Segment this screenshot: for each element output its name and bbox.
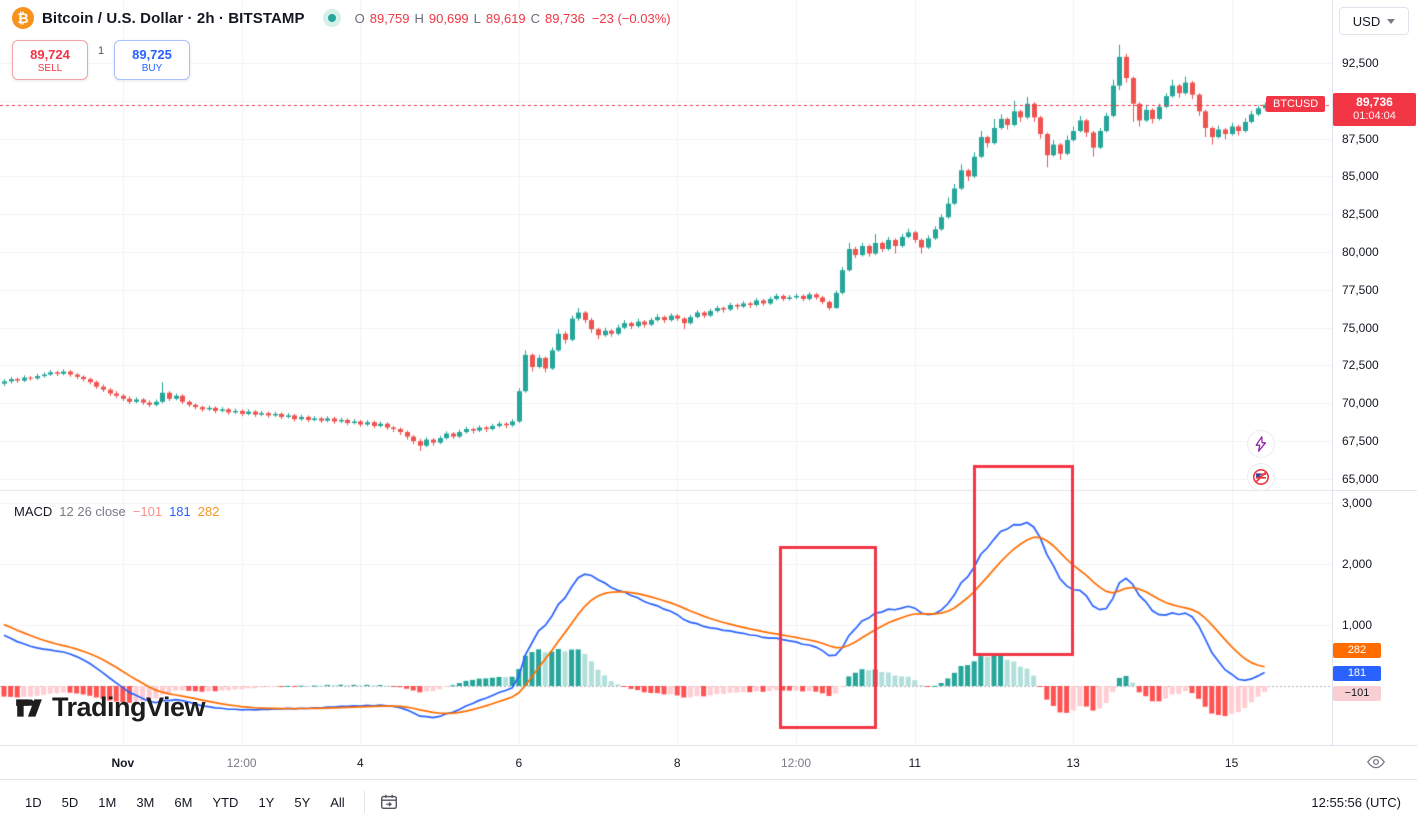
price-axis-label: 77,500 <box>1342 282 1379 297</box>
go-to-date-button[interactable] <box>375 788 403 816</box>
market-status-icon[interactable] <box>322 9 341 27</box>
chart-header: ₿ Bitcoin / U.S. Dollar · 2h · BITSTAMP … <box>12 7 671 29</box>
order-panel: 89,724 SELL 1 89,725 BUY <box>12 40 190 80</box>
price-axis-label: 65,000 <box>1342 471 1379 486</box>
low-value: 89,619 <box>485 10 526 26</box>
price-axis-label: 67,500 <box>1342 434 1379 449</box>
chart-canvas[interactable] <box>0 0 1332 745</box>
time-axis-label: 11 <box>908 756 922 770</box>
buy-price: 89,725 <box>132 46 172 62</box>
macd-hist-value: −101 <box>132 504 163 519</box>
open-label: O <box>354 10 365 26</box>
tradingview-wordmark: TradingView <box>52 692 206 722</box>
price-axis-label: 85,000 <box>1342 169 1379 184</box>
symbol-price-tag: BTCUSD <box>1266 96 1326 112</box>
date-range-buttons: 1D 5D 1M 3M 6M YTD 1Y 5Y All <box>16 791 354 814</box>
currency-dropdown[interactable]: USD <box>1339 7 1409 35</box>
price-axis-label: 70,000 <box>1342 396 1379 411</box>
range-button-5y[interactable]: 5Y <box>294 794 311 810</box>
pane-divider <box>1333 490 1417 491</box>
change-value: −23 (−0.03%) <box>591 10 671 26</box>
close-value: 89,736 <box>545 10 585 26</box>
time-axis-label: 8 <box>673 756 681 770</box>
symbol-title[interactable]: Bitcoin / U.S. Dollar · 2h · BITSTAMP <box>42 9 305 27</box>
time-axis-label: 15 <box>1224 756 1239 770</box>
price-axis-label: 92,500 <box>1342 55 1379 70</box>
sell-label: SELL <box>37 62 63 74</box>
range-button-5d[interactable]: 5D <box>61 794 79 810</box>
sell-price: 89,724 <box>30 46 70 62</box>
macd-axis-tag: −101 <box>1333 686 1381 701</box>
price-axis-label: 80,000 <box>1342 245 1379 260</box>
macd-axis-tag: 282 <box>1333 643 1381 658</box>
range-button-1d[interactable]: 1D <box>25 794 42 810</box>
bitcoin-icon: ₿ <box>12 7 34 29</box>
close-label: C <box>530 10 541 26</box>
currency-value: USD <box>1352 13 1381 29</box>
price-axis-label: 3,000 <box>1342 496 1373 510</box>
clock-utc[interactable]: 12:55:56 (UTC) <box>1311 794 1401 810</box>
toolbar-divider <box>363 791 365 813</box>
tradingview-logo[interactable]: TradingView <box>14 692 206 723</box>
ohlc-values: O 89,759 H 90,699 L 89,619 C 89,736 −23 … <box>355 11 671 26</box>
time-axis-label: 4 <box>357 756 364 770</box>
chevron-down-icon <box>1387 18 1396 24</box>
price-axis-label: 75,000 <box>1342 320 1379 335</box>
time-axis[interactable]: Nov 12:00 4 6 8 12:00 11 13 15 <box>0 745 1417 780</box>
spread-value: 1 <box>97 45 105 57</box>
time-axis-label: 13 <box>1066 756 1080 770</box>
range-button-ytd[interactable]: YTD <box>212 794 239 810</box>
chart-side-icons <box>1248 431 1274 490</box>
us-flag-blocked-icon[interactable] <box>1248 464 1274 490</box>
indicator-title[interactable]: MACD <box>14 504 53 519</box>
price-axis-label: 72,500 <box>1342 358 1379 373</box>
range-button-1y[interactable]: 1Y <box>258 794 275 810</box>
time-axis-label: 12:00 <box>226 756 257 770</box>
macd-axis-tag: 181 <box>1333 666 1381 681</box>
price-axis-label: 87,500 <box>1342 131 1379 146</box>
open-value: 89,759 <box>369 10 410 26</box>
high-label: H <box>414 10 424 26</box>
range-button-6m[interactable]: 6M <box>174 794 193 810</box>
macd-indicator-legend: MACD 12 26 close −101 181 282 <box>14 504 219 519</box>
time-axis-label: 6 <box>515 756 523 770</box>
macd-line-value: 181 <box>169 504 191 519</box>
indicator-params: 12 26 close <box>59 504 126 519</box>
lightning-icon[interactable] <box>1248 431 1274 457</box>
bottom-toolbar: 1D 5D 1M 3M 6M YTD 1Y 5Y All 12:55:56 (UTC) <box>0 779 1417 824</box>
sell-button[interactable]: 89,724 SELL <box>12 40 88 80</box>
buy-button[interactable]: 89,725 BUY <box>114 40 190 80</box>
macd-signal-value: 282 <box>197 504 220 519</box>
eye-icon[interactable] <box>1366 752 1386 775</box>
price-axis-label: 1,000 <box>1342 618 1373 632</box>
bar-countdown: 01:04:04 <box>1353 110 1396 122</box>
buy-label: BUY <box>141 62 163 74</box>
last-price-tag: 89,736 01:04:04 <box>1333 93 1416 126</box>
range-button-1m[interactable]: 1M <box>98 794 117 810</box>
high-value: 90,699 <box>428 10 469 26</box>
price-axis-label: 82,500 <box>1342 207 1379 222</box>
time-axis-label: 12:00 <box>780 756 812 770</box>
range-button-all[interactable]: All <box>330 794 345 810</box>
low-label: L <box>473 10 481 26</box>
time-axis-label: Nov <box>111 756 135 770</box>
range-button-3m[interactable]: 3M <box>136 794 155 810</box>
tradingview-mark-icon <box>16 698 42 717</box>
last-price-value: 89,736 <box>1356 95 1393 109</box>
price-axis-label: 2,000 <box>1342 557 1373 571</box>
